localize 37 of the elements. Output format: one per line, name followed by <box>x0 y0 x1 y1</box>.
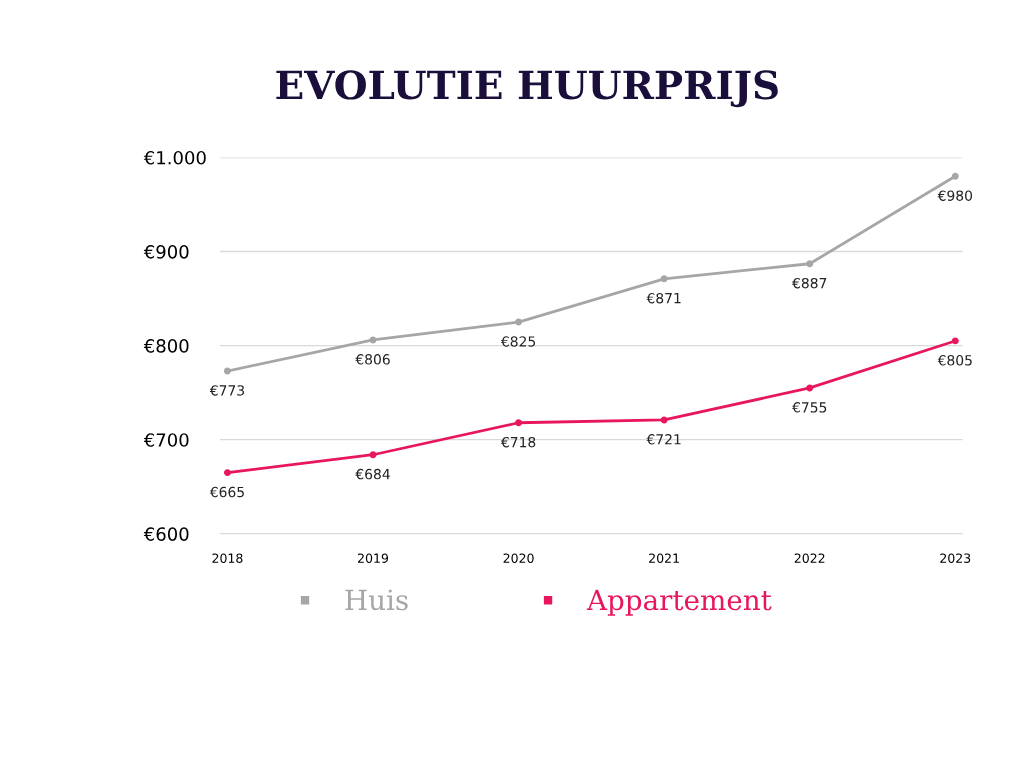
point <box>660 275 668 283</box>
legend-label: Huis <box>345 589 408 611</box>
data-label: €665 <box>209 486 244 498</box>
data-label: €721 <box>646 434 681 445</box>
point <box>223 469 231 477</box>
point <box>806 260 814 268</box>
y-tick-label: €800 <box>143 339 189 353</box>
point <box>806 384 814 392</box>
point <box>951 337 959 345</box>
point <box>223 367 231 375</box>
data-label: €871 <box>646 292 681 304</box>
point <box>515 419 523 427</box>
x-tick-label: 2022 <box>794 553 825 563</box>
legend-label: Appartement <box>586 589 772 616</box>
y-tick-label: €700 <box>143 433 189 447</box>
data-label: €825 <box>500 336 536 347</box>
data-label: €773 <box>209 385 244 396</box>
chart-title: EVOLUTIE HUURPRIJS <box>276 70 778 108</box>
y-tick-label: €1.000 <box>143 150 206 165</box>
point <box>660 416 668 424</box>
data-label: €980 <box>937 190 973 201</box>
x-tick-label: 2020 <box>503 553 534 563</box>
data-label: €806 <box>355 354 390 365</box>
point <box>515 318 523 326</box>
data-label: €755 <box>792 402 827 413</box>
x-tick-label: 2019 <box>358 553 389 563</box>
data-label: €718 <box>500 436 536 448</box>
x-tick-label: 2023 <box>940 553 971 563</box>
y-tick-label: €900 <box>143 244 189 259</box>
data-label: €887 <box>792 277 827 289</box>
x-tick-label: 2021 <box>649 553 679 563</box>
x-tick-label: 2018 <box>212 553 243 563</box>
point <box>951 172 959 180</box>
data-label: €805 <box>937 355 972 366</box>
point <box>369 451 377 459</box>
data-label: €684 <box>355 468 390 480</box>
y-tick-label: €600 <box>143 527 189 541</box>
